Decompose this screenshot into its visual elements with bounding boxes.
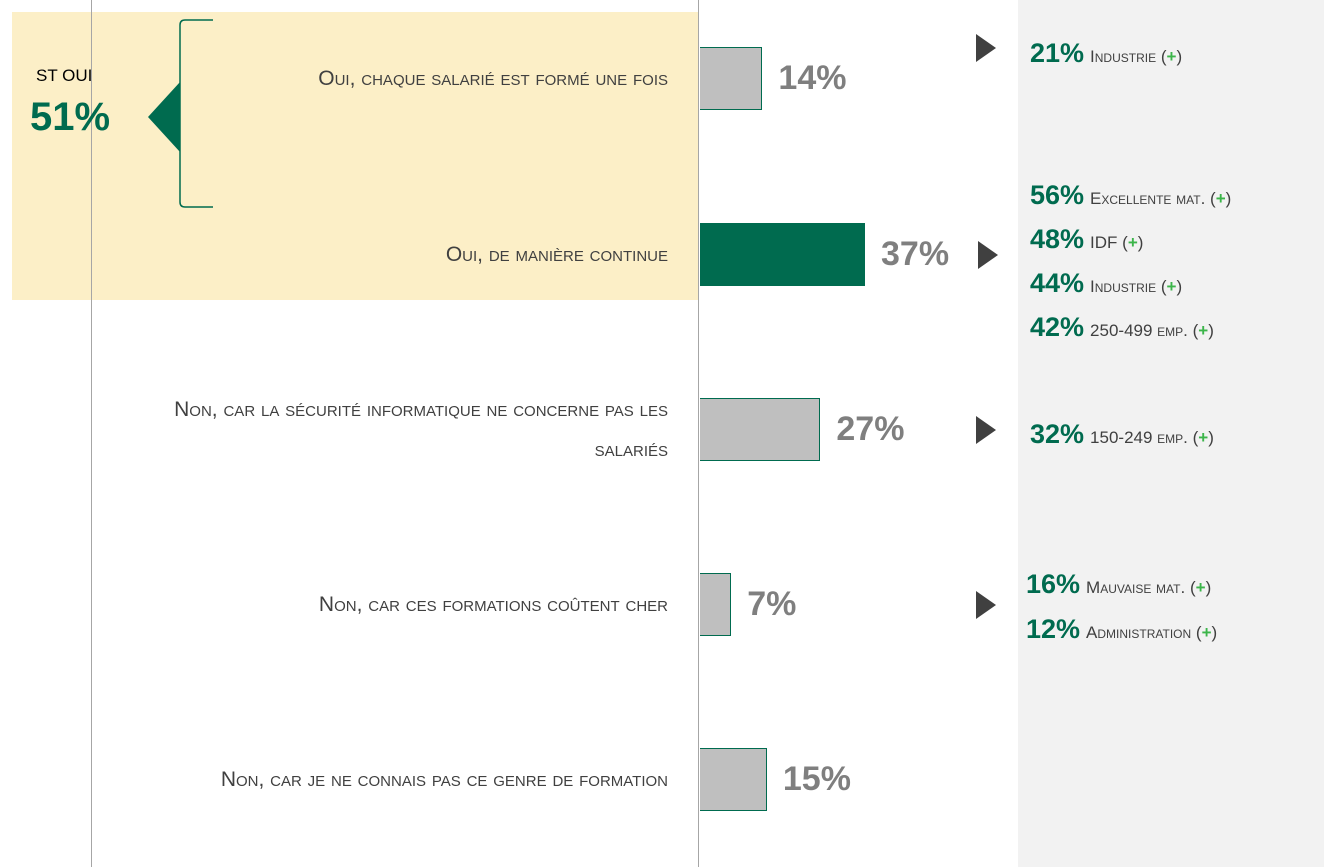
note: 12% Administration (+) [1026, 614, 1217, 645]
note: 21% Industrie (+) [1030, 38, 1182, 69]
trend-close: ) [1211, 623, 1218, 642]
note-value: 56% [1030, 180, 1085, 210]
note-arrow [978, 241, 998, 269]
bar [700, 748, 767, 811]
trend-open: ( [1210, 189, 1216, 208]
note-segment: IDF [1090, 233, 1118, 252]
trend: + [1127, 233, 1138, 252]
subtotal-pointer [148, 82, 180, 152]
trend: + [1215, 189, 1226, 208]
note: 42% 250-499 emp. (+) [1030, 312, 1214, 343]
category-label: Oui, de manière continue [445, 243, 668, 266]
subtotal-label: ST OUI [36, 66, 93, 85]
trend-close: ) [1225, 189, 1232, 208]
note-value: 48% [1030, 224, 1085, 254]
trend-close: ) [1208, 321, 1214, 340]
note-segment: Excellente mat. [1090, 189, 1206, 208]
trend: + [1166, 277, 1177, 296]
note-segment: Administration [1086, 623, 1192, 642]
note-segment: 150-249 emp. [1090, 428, 1188, 447]
divider [91, 0, 92, 867]
subtotal-value: 51% [30, 95, 111, 139]
trend-close: ) [1208, 428, 1214, 447]
note-segment: 250-499 emp. [1090, 321, 1188, 340]
trend-close: ) [1176, 47, 1183, 66]
note: 48% IDF (+) [1030, 224, 1143, 255]
trend-open: ( [1192, 321, 1199, 340]
value-label: 27% [836, 410, 905, 448]
note-value: 32% [1030, 419, 1085, 449]
value-label: 7% [747, 585, 797, 623]
value-label: 15% [782, 760, 851, 798]
trend-open: ( [1192, 428, 1199, 447]
note: 32% 150-249 emp. (+) [1030, 419, 1214, 450]
category-label: Non, car la sécurité informatique ne con… [174, 398, 668, 461]
highlight-band [12, 12, 698, 300]
trend-open: ( [1160, 47, 1167, 66]
bar [700, 47, 763, 110]
category-label: Non, car je ne connais pas ce genre de f… [220, 768, 668, 791]
note-segment: Industrie [1090, 47, 1157, 66]
bar [700, 398, 821, 461]
trend-open: ( [1195, 623, 1202, 642]
note-arrow [976, 591, 996, 619]
trend: + [1201, 623, 1212, 642]
trend-open: ( [1160, 277, 1167, 296]
bar [700, 223, 865, 286]
note-value: 42% [1030, 312, 1085, 342]
trend: + [1198, 428, 1209, 447]
trend-close: ) [1205, 578, 1212, 597]
trend-open: ( [1122, 233, 1128, 252]
trend: + [1198, 321, 1209, 340]
value-label: 14% [778, 59, 847, 97]
note: 16% Mauvaise mat. (+) [1026, 569, 1211, 600]
bar [700, 573, 732, 636]
note-segment: Mauvaise mat. [1086, 578, 1186, 597]
note-value: 21% [1030, 38, 1085, 68]
note-value: 16% [1026, 569, 1081, 599]
note-arrow [976, 34, 996, 62]
category-label: Non, car ces formations coûtent cher [318, 593, 668, 616]
note-value: 44% [1030, 268, 1085, 298]
note: 56% Excellente mat. (+) [1030, 180, 1231, 211]
notes-panel [1018, 0, 1324, 867]
value-label: 37% [881, 235, 950, 273]
category-label: Oui, chaque salarié est formé une fois [318, 67, 668, 90]
trend-close: ) [1176, 277, 1183, 296]
trend-close: ) [1137, 233, 1144, 252]
trend-open: ( [1189, 578, 1196, 597]
trend: + [1195, 578, 1206, 597]
trend: + [1166, 47, 1177, 66]
note-value: 12% [1026, 614, 1081, 644]
baseline [698, 0, 699, 867]
note-arrow [976, 416, 996, 444]
note: 44% Industrie (+) [1030, 268, 1182, 299]
note-segment: Industrie [1090, 277, 1157, 296]
